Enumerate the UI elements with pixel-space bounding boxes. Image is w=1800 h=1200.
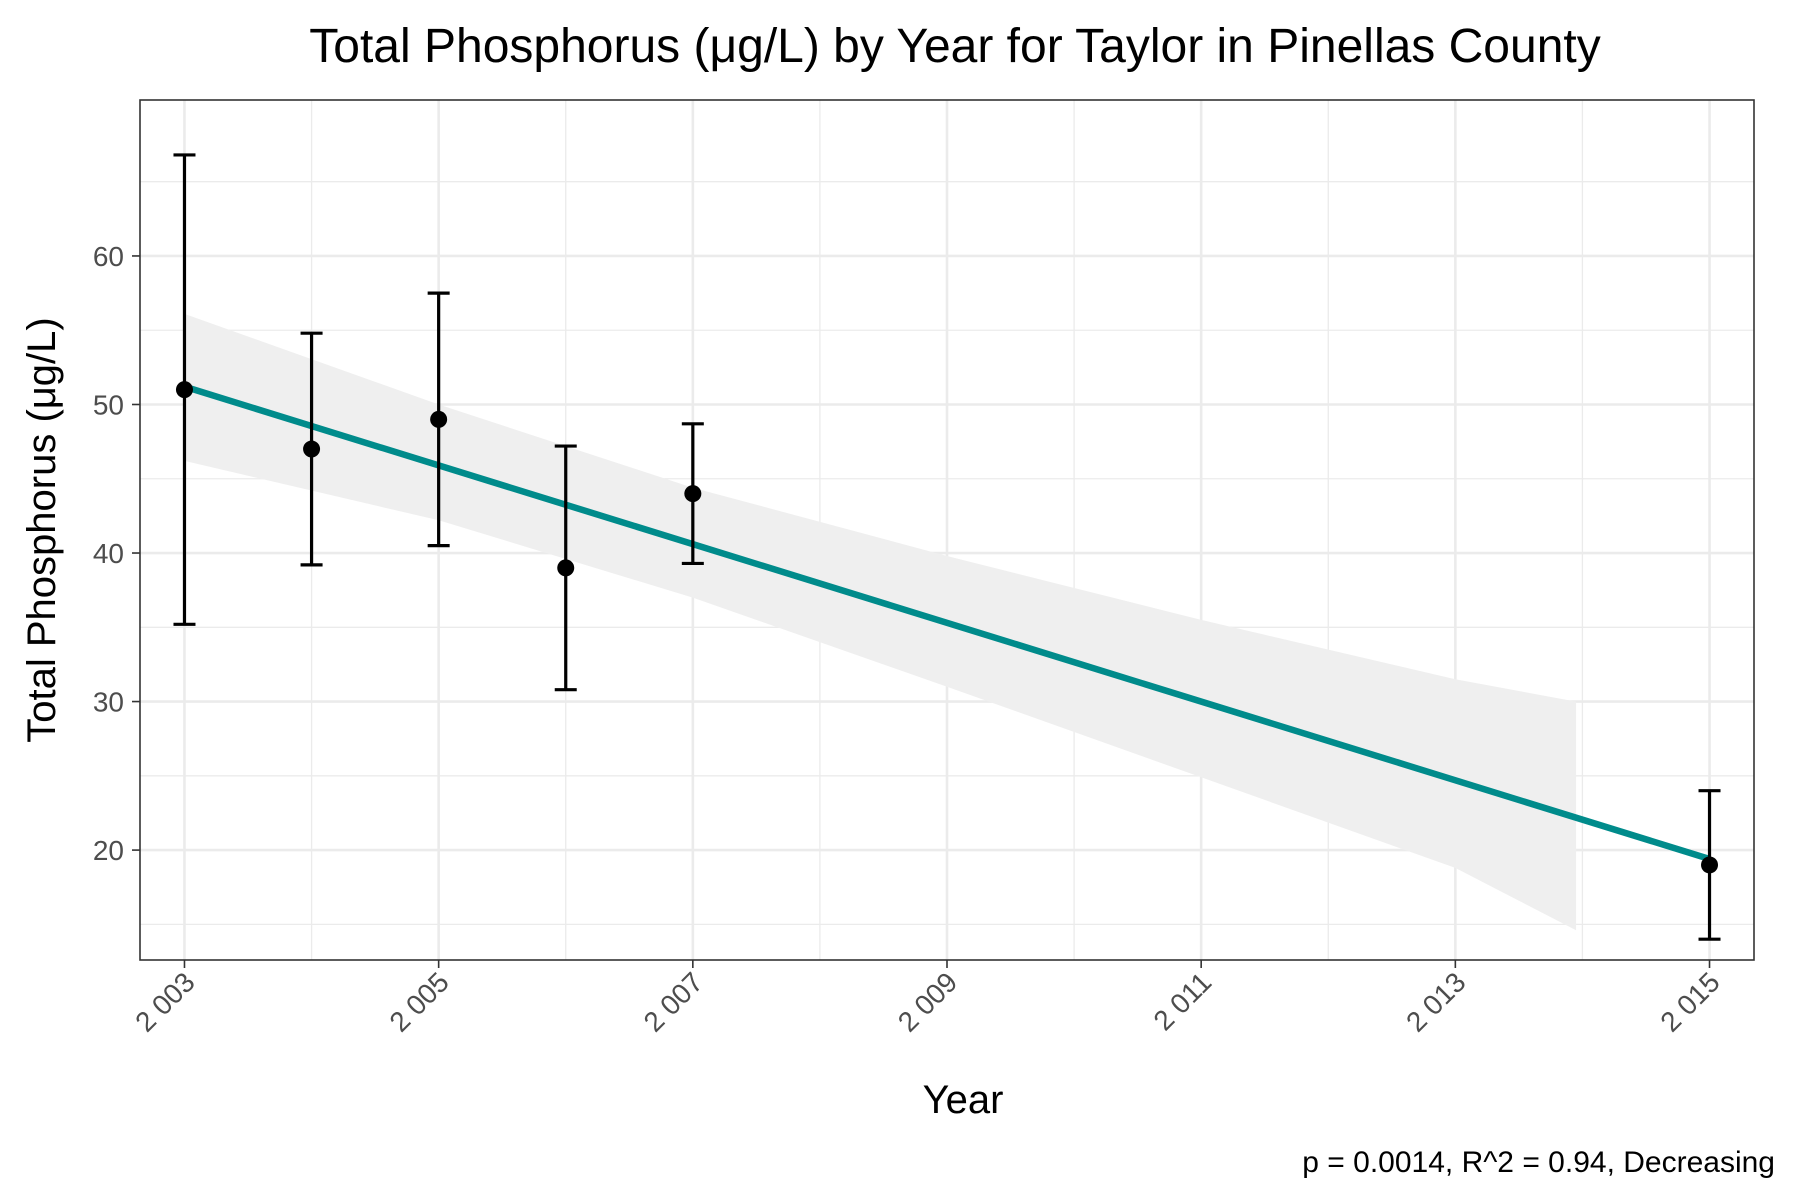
- data-point: [557, 559, 575, 577]
- x-tick-label: 2 009: [892, 966, 963, 1037]
- x-axis-title: Year: [923, 1078, 1004, 1122]
- caption: p = 0.0014, R^2 = 0.94, Decreasing: [1302, 1146, 1775, 1179]
- y-tick-label: 40: [93, 538, 124, 569]
- plot-area: [139, 99, 1755, 961]
- y-axis-ticks: 20 30 40 50 60: [93, 241, 140, 866]
- y-tick-label: 60: [93, 241, 124, 272]
- x-tick-label: 2 007: [638, 966, 709, 1037]
- confidence-band: [184, 313, 1577, 931]
- x-tick-label: 2 011: [1147, 966, 1217, 1036]
- data-point: [684, 485, 702, 503]
- y-axis-title: Total Phosphorus (μg/L): [20, 317, 64, 743]
- data-points: [175, 381, 1719, 874]
- data-point: [430, 410, 448, 428]
- chart-title: Total Phosphorus (μg/L) by Year for Tayl…: [309, 20, 1600, 73]
- x-tick-label: 2 013: [1400, 966, 1471, 1037]
- y-tick-label: 30: [93, 687, 124, 718]
- x-axis-ticks: 2 003 2 005 2 007 2 009 2 011 2 013 2 015: [129, 960, 1726, 1038]
- y-tick-label: 50: [93, 389, 124, 420]
- data-point: [303, 440, 321, 458]
- x-tick-label: 2 005: [383, 966, 454, 1037]
- y-tick-label: 20: [93, 835, 124, 866]
- data-point: [1701, 856, 1719, 874]
- data-point: [175, 381, 193, 399]
- x-tick-label: 2 015: [1654, 966, 1725, 1037]
- x-tick-label: 2 003: [129, 966, 200, 1037]
